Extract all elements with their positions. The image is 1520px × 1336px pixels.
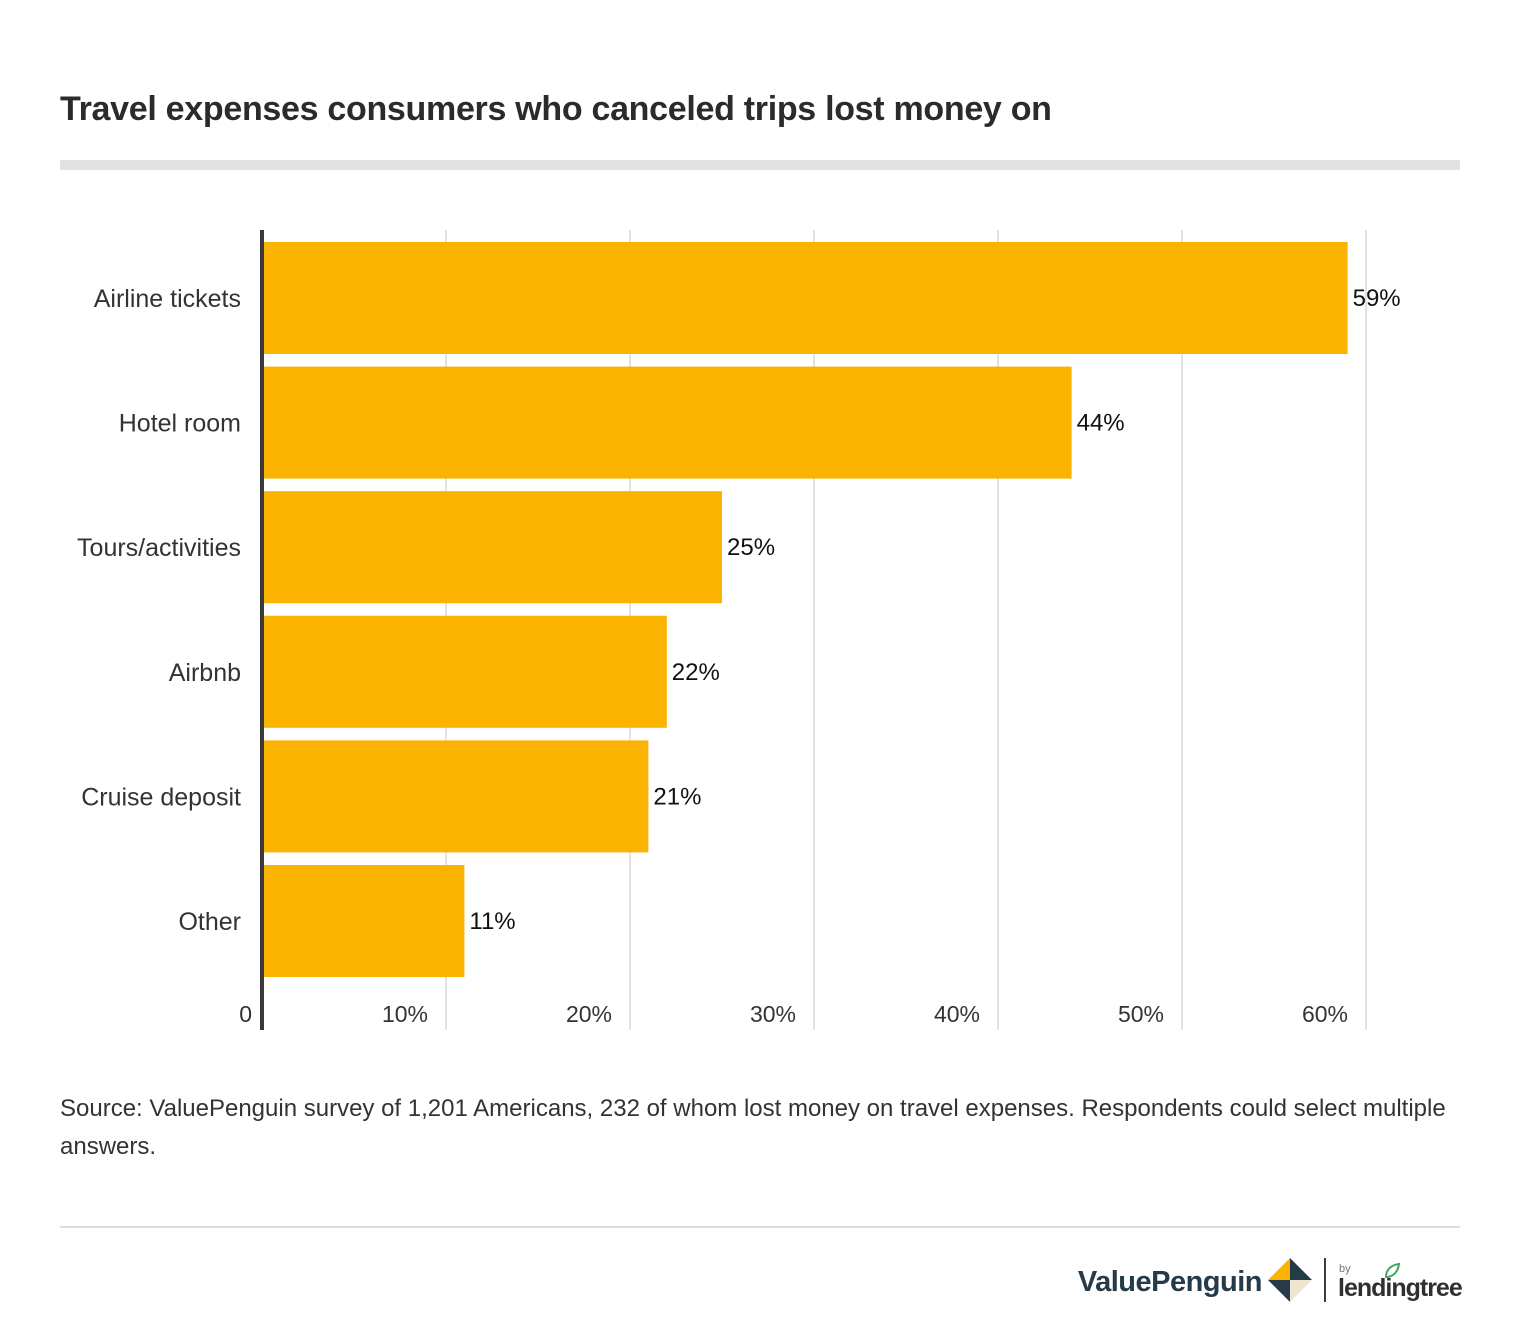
data-label: 11% — [469, 908, 515, 935]
valuepenguin-wordmark: ValuePenguin — [1077, 1266, 1263, 1298]
x-tick-label: 20% — [566, 1001, 612, 1027]
brand-divider — [1324, 1258, 1326, 1302]
valuepenguin-diamond-icon — [1268, 1258, 1312, 1302]
data-label: 25% — [727, 534, 775, 561]
x-axis-tick-labels: 0 10% 20% 30% 40% 50% 60% — [239, 1001, 1348, 1027]
lendingtree-leaf-icon — [1384, 1263, 1400, 1279]
x-tick-label: 10% — [382, 1001, 428, 1027]
category-label: Airbnb — [169, 659, 241, 687]
source-note: Source: ValuePenguin survey of 1,201 Ame… — [60, 1095, 1446, 1160]
footer-divider — [60, 1226, 1460, 1228]
data-label: 22% — [672, 659, 720, 686]
x-tick-label: 60% — [1302, 1001, 1348, 1027]
category-label: Tours/activities — [77, 534, 241, 562]
bar — [262, 865, 465, 977]
bars — [262, 242, 1348, 977]
title-divider — [60, 160, 1460, 170]
category-label: Other — [178, 908, 241, 936]
bar — [262, 366, 1072, 479]
data-labels: 59% 44% 25% 22% 21% 11% — [469, 285, 1400, 935]
data-label: 44% — [1077, 410, 1125, 437]
category-labels: Airline tickets Hotel room Tours/activitie… — [77, 285, 241, 936]
bar — [262, 242, 1348, 354]
x-tick-label: 30% — [750, 1001, 796, 1027]
x-tick-label: 40% — [934, 1001, 980, 1027]
bar-chart: Airline tickets Hotel room Tours/activitie… — [77, 230, 1401, 1030]
bar — [262, 740, 649, 853]
by-label: by — [1339, 1263, 1351, 1275]
category-label: Hotel room — [119, 410, 241, 438]
x-tick-label: 0 — [239, 1001, 252, 1027]
category-label: Cruise deposit — [81, 783, 241, 811]
data-label: 21% — [653, 783, 701, 810]
category-label: Airline tickets — [94, 285, 241, 313]
data-label: 59% — [1353, 285, 1401, 312]
bar — [262, 491, 722, 604]
x-tick-label: 50% — [1118, 1001, 1164, 1027]
bar — [262, 615, 667, 728]
lendingtree-wordmark: lendingtree — [1338, 1274, 1463, 1302]
chart-title: Travel expenses consumers who canceled t… — [60, 90, 1052, 128]
